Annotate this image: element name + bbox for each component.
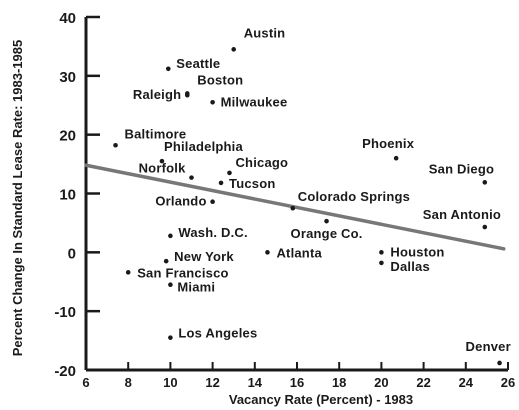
trendline: [84, 163, 506, 251]
point-label-new-york: New York: [174, 249, 234, 264]
point-label-austin: Austin: [244, 25, 286, 40]
data-point-dallas: [379, 260, 384, 266]
y-tick-label: -20: [54, 363, 76, 380]
y-tick-label: 40: [59, 10, 76, 27]
data-point-chicago: [227, 170, 232, 176]
point-label-san-francisco: San Francisco: [137, 265, 228, 280]
data-point-milwaukee: [210, 100, 215, 105]
point-label-colorado-springs: Colorado Springs: [298, 189, 410, 204]
x-tick-label: 14: [248, 375, 263, 390]
data-point-wash-d-c: [168, 233, 173, 239]
point-label-milwaukee: Milwaukee: [221, 94, 288, 109]
y-tick-label: -10: [54, 304, 76, 321]
y-tick-label: 10: [59, 187, 76, 204]
data-point-austin: [231, 47, 236, 52]
x-tick-label: 20: [374, 375, 388, 390]
data-point-san-antonio: [482, 224, 488, 230]
axes: -20 -10 0 10 20 30 40 6 8 10 12 14 16 18 20 22 24 26: [54, 10, 515, 390]
point-label-dallas: Dallas: [390, 259, 430, 274]
y-axis-title: Percent Change In Standard Lease Rate: 1…: [10, 40, 25, 356]
y-tick-label: 0: [68, 245, 76, 262]
x-tick-label: 22: [416, 375, 430, 390]
data-point-san-francisco: [125, 270, 131, 275]
trendline-layer: [84, 163, 506, 251]
x-tick-label: 6: [82, 375, 89, 390]
point-label-boston: Boston: [197, 72, 243, 87]
point-label-miami: Miami: [177, 280, 215, 295]
data-point-orange-co: [324, 218, 329, 224]
data-point-baltimore: [113, 142, 118, 148]
data-point-new-york: [163, 258, 169, 264]
x-tick-label: 16: [290, 375, 304, 390]
data-point-tucson: [218, 180, 224, 186]
point-label-norfolk: Norfolk: [139, 161, 186, 176]
data-point-los-angeles: [168, 335, 173, 340]
point-label-phoenix: Phoenix: [362, 136, 415, 151]
y-tick-label: 30: [59, 69, 76, 86]
data-point-raleigh: [184, 92, 190, 98]
point-label-atlanta: Atlanta: [276, 245, 322, 260]
point-label-houston: Houston: [390, 244, 444, 259]
data-point-colorado-springs: [290, 205, 296, 211]
x-tick-label: 8: [125, 375, 132, 390]
point-label-los-angeles: Los Angeles: [178, 326, 257, 341]
data-point-houston: [379, 250, 384, 255]
x-tick-label: 10: [163, 375, 177, 390]
point-label-baltimore: Baltimore: [125, 126, 187, 141]
x-tick-label: 18: [332, 375, 346, 390]
x-tick-label: 26: [501, 375, 515, 390]
data-point-norfolk: [189, 175, 194, 180]
point-label-chicago: Chicago: [235, 155, 288, 170]
point-label-orlando: Orlando: [155, 194, 206, 209]
point-label-orange-co: Orange Co.: [291, 226, 363, 241]
point-label-raleigh: Raleigh: [133, 87, 181, 102]
point-label-wash-d-c: Wash. D.C.: [178, 225, 247, 240]
point-label-denver: Denver: [466, 339, 511, 354]
point-label-philadelphia: Philadelphia: [164, 139, 244, 154]
data-point-philadelphia: [159, 158, 165, 164]
point-label-tucson: Tucson: [229, 176, 275, 191]
data-point-miami: [168, 282, 173, 287]
data-point-san-diego: [482, 180, 488, 185]
data-point-atlanta: [265, 250, 270, 255]
x-axis-title: Vacancy Rate (Percent) - 1983: [229, 392, 413, 407]
point-label-seattle: Seattle: [176, 56, 220, 71]
data-point-seattle: [165, 66, 171, 72]
x-tick-label: 12: [205, 375, 219, 390]
data-point-phoenix: [393, 155, 399, 161]
data-point-denver: [497, 360, 502, 366]
data-point-orlando: [210, 199, 215, 205]
point-label-san-diego: San Diego: [429, 161, 494, 176]
point-label-san-antonio: San Antonio: [423, 207, 501, 222]
x-tick-label: 24: [459, 375, 474, 390]
y-tick-label: 20: [59, 128, 76, 145]
